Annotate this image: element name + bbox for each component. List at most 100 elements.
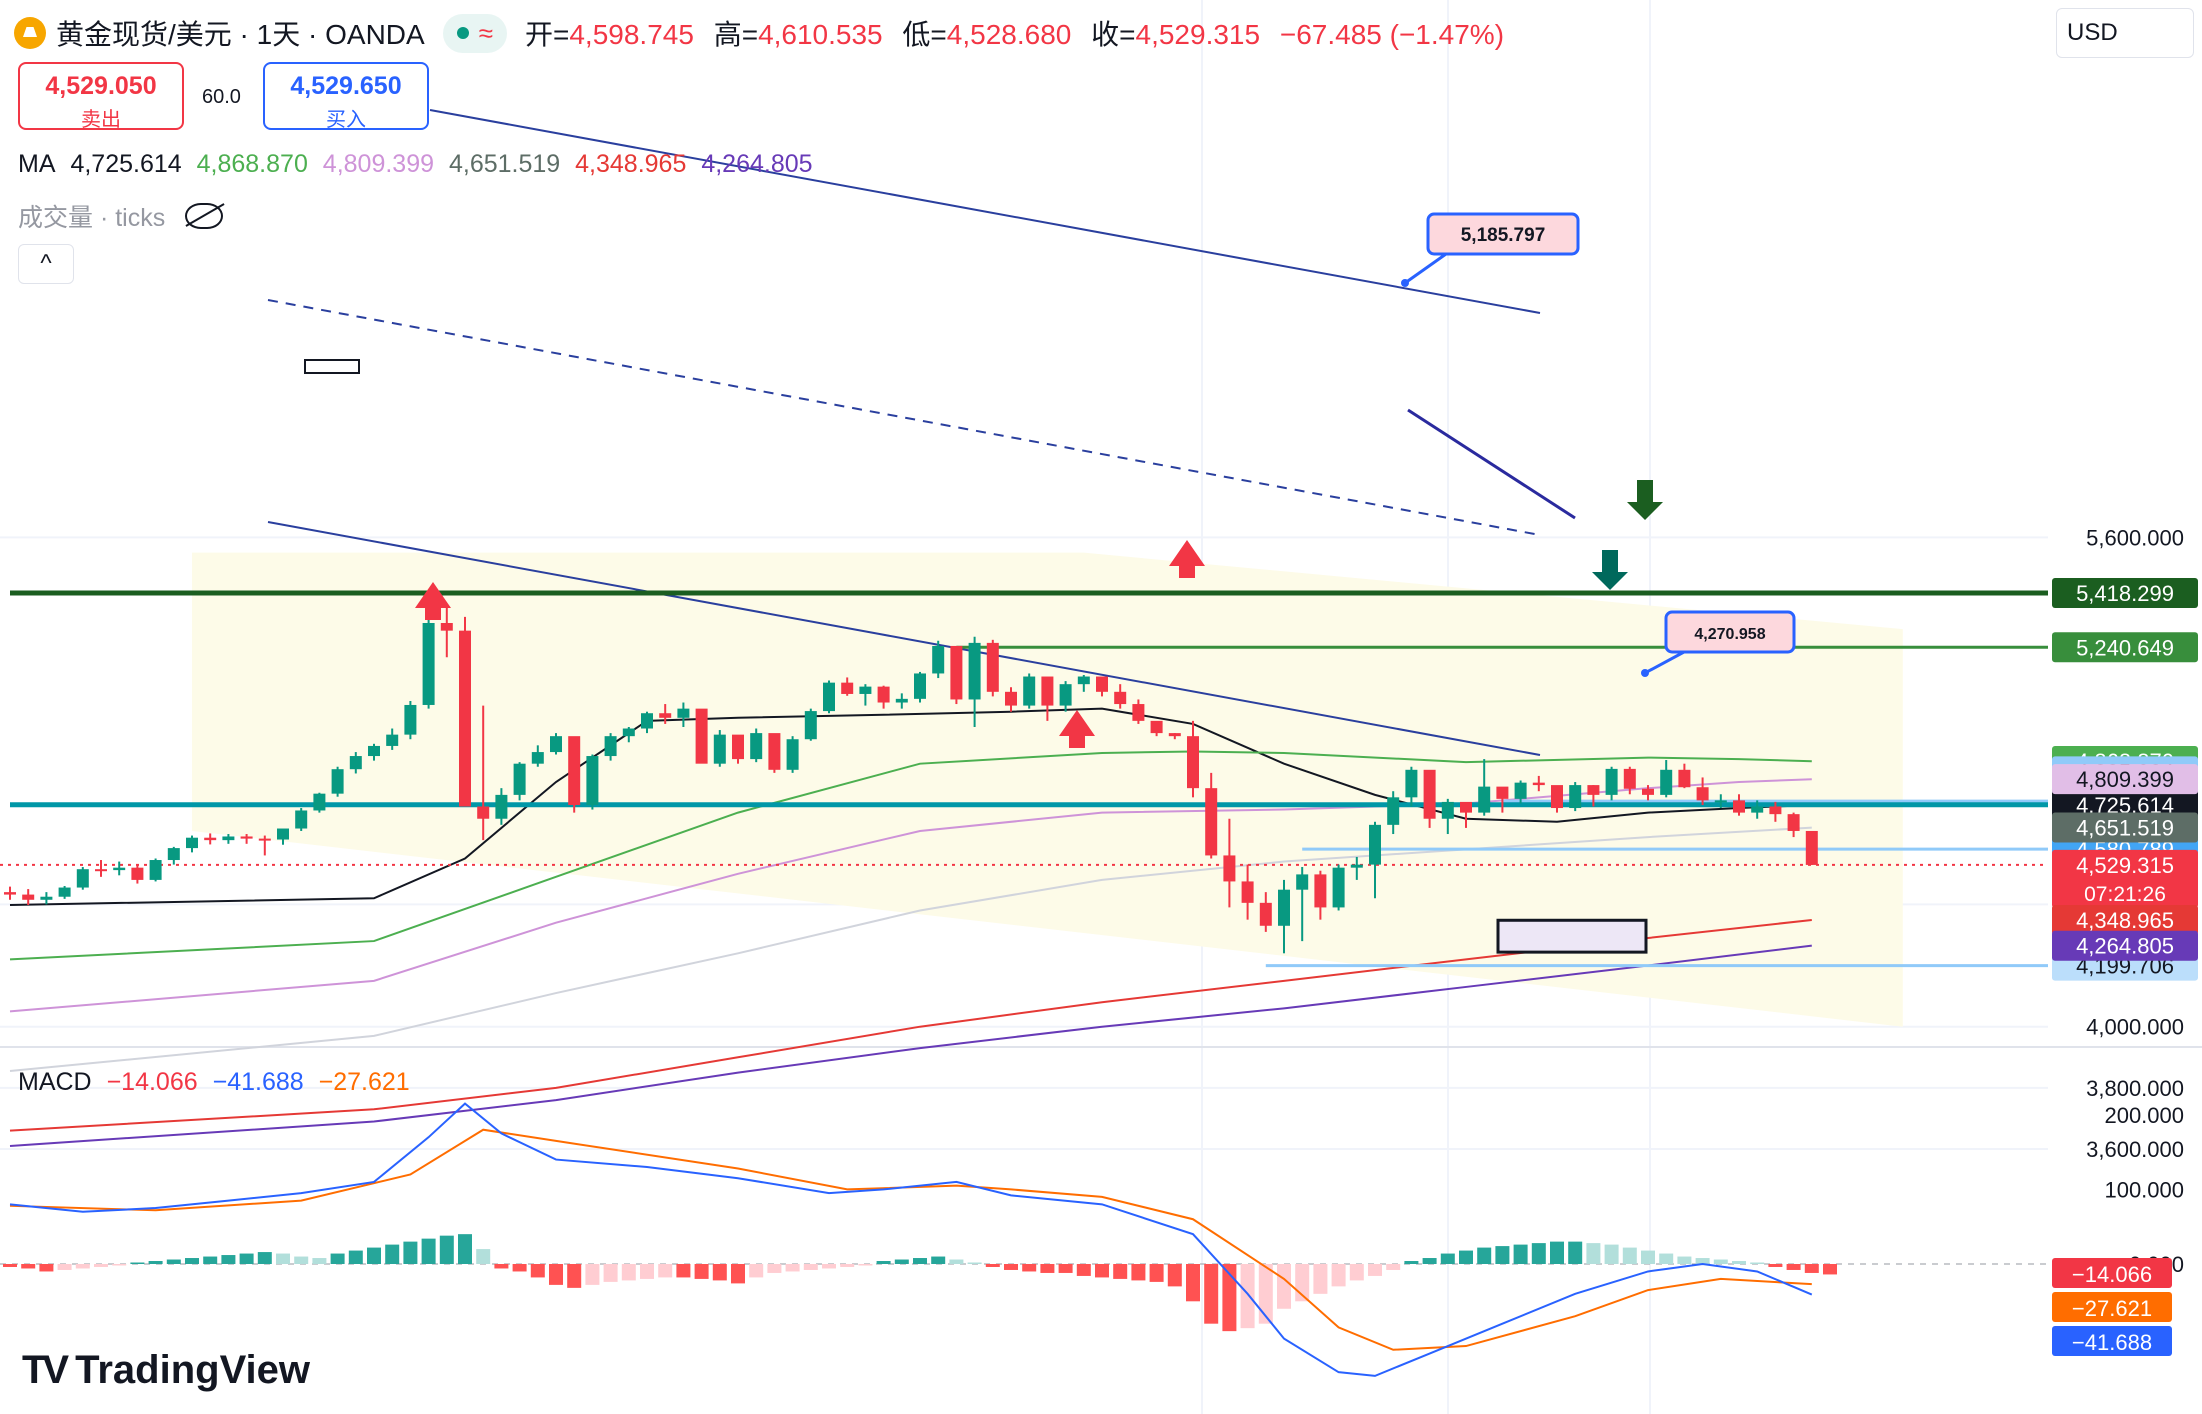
macd-histogram-bar bbox=[1732, 1261, 1746, 1264]
candle-body bbox=[204, 837, 217, 841]
candle bbox=[222, 834, 235, 844]
market-status-badge[interactable]: ≈ bbox=[442, 13, 507, 53]
macd-histogram-bar bbox=[439, 1235, 454, 1264]
candle bbox=[859, 684, 872, 706]
candle-body bbox=[1405, 769, 1418, 798]
macd-histogram-bar bbox=[1531, 1243, 1546, 1264]
candle bbox=[386, 728, 399, 750]
ma-legend[interactable]: MA 4,725.614 4,868.870 4,809.399 4,651.5… bbox=[18, 150, 821, 179]
macd-y-tick-label: 200.000 bbox=[2104, 1103, 2184, 1128]
candle-body bbox=[1077, 676, 1090, 685]
macd-histogram-bar bbox=[494, 1264, 509, 1269]
candle-body bbox=[859, 686, 872, 694]
candle-body bbox=[1514, 782, 1527, 799]
collapse-legend-button[interactable]: ^ bbox=[18, 244, 74, 284]
countdown-label: 07:21:26 bbox=[2084, 883, 2166, 906]
currency-selector[interactable]: USD bbox=[2056, 8, 2194, 58]
macd-histogram-bar bbox=[1459, 1250, 1473, 1264]
candle-body bbox=[1551, 785, 1563, 809]
candle bbox=[1569, 782, 1582, 812]
candle-body bbox=[1696, 787, 1709, 801]
macd-histogram-bar bbox=[931, 1256, 946, 1264]
candle-body bbox=[1041, 676, 1054, 706]
macd-histogram-bar bbox=[1240, 1264, 1255, 1329]
buy-label: 买入 bbox=[326, 109, 366, 131]
candle-body bbox=[1114, 691, 1127, 705]
candle bbox=[732, 734, 744, 764]
volume-legend[interactable]: 成交量 · ticks bbox=[18, 198, 224, 234]
candle-body bbox=[404, 704, 417, 735]
symbol-title[interactable]: 黄金现货/美元 · 1天 · OANDA bbox=[56, 19, 425, 50]
axis-price-tag: 4,651.519 bbox=[2052, 812, 2198, 843]
axis-price-tag-label: 4,348.965 bbox=[2076, 908, 2174, 933]
hidden-eye-icon[interactable] bbox=[185, 203, 224, 229]
candle bbox=[914, 671, 926, 703]
macd-legend[interactable]: MACD −14.066 −41.688 −27.621 bbox=[18, 1068, 418, 1097]
macd-histogram-bar bbox=[1040, 1264, 1055, 1273]
candle bbox=[1696, 777, 1709, 805]
ma-label: MA bbox=[18, 150, 56, 178]
macd-histogram-bar bbox=[1004, 1264, 1018, 1270]
candle bbox=[695, 708, 708, 764]
candle-body bbox=[1660, 769, 1673, 795]
buy-button[interactable]: 4,529.650 买入 bbox=[263, 62, 429, 131]
candle-body bbox=[1714, 800, 1727, 803]
axis-price-tag: 5,418.299 bbox=[2052, 577, 2198, 608]
approx-icon: ≈ bbox=[478, 17, 493, 48]
sell-signal-icon bbox=[1627, 480, 1663, 520]
macd-histogram-bar bbox=[1713, 1259, 1728, 1264]
candle-body bbox=[1460, 801, 1472, 813]
candle-body bbox=[1787, 814, 1800, 831]
macd-axis-tag-label: −27.621 bbox=[2072, 1296, 2152, 1321]
candle bbox=[258, 835, 271, 856]
candle-body bbox=[968, 642, 981, 700]
candle bbox=[1059, 681, 1072, 712]
low-value: 4,528.680 bbox=[946, 19, 1072, 50]
buy-signal-icon bbox=[1059, 710, 1095, 748]
candle-body bbox=[768, 733, 781, 770]
candle-body bbox=[295, 810, 308, 829]
candle-body bbox=[1259, 902, 1272, 926]
candle bbox=[1241, 864, 1254, 920]
candle-body bbox=[550, 736, 562, 753]
macd-histogram-bar bbox=[1440, 1253, 1455, 1264]
candle-body bbox=[1569, 785, 1582, 809]
candle-body bbox=[568, 736, 581, 805]
candle bbox=[968, 636, 981, 727]
tradingview-logo[interactable]: TV TradingView bbox=[22, 1348, 310, 1393]
chevron-up-icon: ^ bbox=[40, 250, 52, 277]
candle-body bbox=[732, 734, 744, 760]
macd-histogram-bar bbox=[1113, 1264, 1128, 1279]
channel-upper-line bbox=[429, 109, 1541, 314]
macd-histogram-bar bbox=[985, 1264, 1000, 1267]
macd-histogram-bar bbox=[803, 1264, 818, 1270]
candle bbox=[1369, 821, 1381, 899]
candle-body bbox=[1478, 786, 1491, 813]
macd-histogram-bar bbox=[512, 1264, 527, 1272]
candle bbox=[1769, 801, 1782, 822]
candle bbox=[531, 745, 544, 767]
candle bbox=[1551, 785, 1563, 813]
candle-body bbox=[386, 734, 399, 746]
candle bbox=[1714, 794, 1727, 809]
macd-axis-tag-label: −41.688 bbox=[2072, 1330, 2152, 1355]
candle-body bbox=[513, 763, 526, 795]
candle-body bbox=[1733, 800, 1745, 813]
candle bbox=[404, 700, 417, 740]
axis-price-tag-label: 4,529.315 bbox=[2076, 853, 2174, 878]
axis-price-tag-label: 5,418.299 bbox=[2076, 581, 2174, 606]
candle bbox=[622, 726, 635, 743]
candle bbox=[113, 861, 126, 876]
candle-body bbox=[1278, 889, 1290, 926]
macd-histogram-bar bbox=[94, 1264, 108, 1267]
range-box bbox=[304, 359, 360, 374]
macd-histogram-bar bbox=[1750, 1262, 1765, 1264]
candle bbox=[1278, 879, 1290, 954]
sell-button[interactable]: 4,529.050 卖出 bbox=[18, 62, 184, 131]
moving-average-line bbox=[9, 826, 1812, 1073]
candle-body bbox=[841, 682, 854, 694]
macd-signal-value: −27.621 bbox=[318, 1068, 410, 1096]
candle-body bbox=[368, 745, 380, 757]
macd-histogram-bar bbox=[112, 1264, 127, 1266]
